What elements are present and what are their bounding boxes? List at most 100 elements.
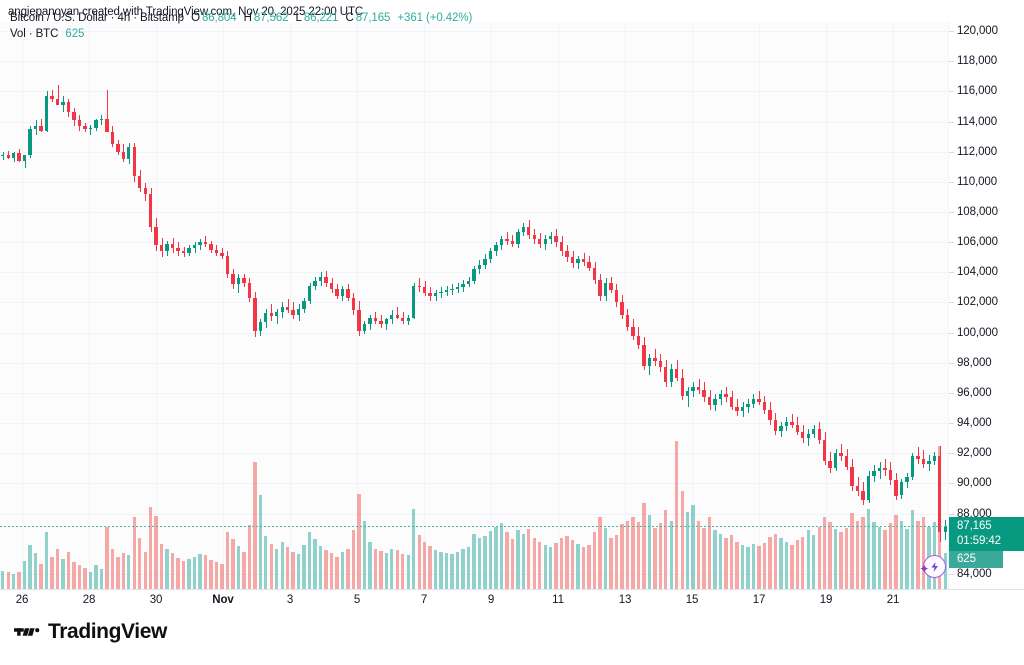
volume-bar — [214, 562, 219, 589]
grid-line-vertical — [424, 22, 425, 589]
candle-body — [450, 288, 454, 291]
volume-bar — [861, 517, 865, 589]
volume-bar — [236, 546, 241, 589]
candle-body — [444, 290, 449, 292]
candle-body — [795, 424, 799, 433]
candle-wick — [918, 447, 919, 464]
volume-bar — [707, 517, 712, 589]
candle-wick — [288, 299, 289, 314]
candle-body — [625, 314, 630, 327]
price-axis-tick-dash — [949, 453, 954, 454]
volume-bar — [570, 540, 575, 589]
volume-bar — [296, 554, 301, 589]
grid-line-vertical — [156, 22, 157, 589]
volume-bar — [702, 527, 706, 589]
volume-bar — [899, 520, 904, 589]
price-axis-tick-dash — [949, 393, 954, 394]
candle-body — [921, 459, 926, 464]
volume-bar — [647, 515, 652, 589]
volume-bar — [313, 539, 317, 589]
volume-bar — [691, 504, 695, 589]
grid-line-vertical — [893, 22, 894, 589]
candle-body — [264, 313, 268, 323]
volume-bar — [718, 533, 723, 589]
volume-bar — [625, 520, 630, 589]
volume-bar — [592, 532, 597, 589]
volume-bar — [88, 571, 93, 589]
volume-bar — [154, 516, 158, 589]
candle-body — [61, 101, 65, 105]
volume-bar — [143, 552, 147, 589]
grid-line-horizontal — [0, 31, 948, 32]
candle-body — [368, 317, 372, 324]
volume-bar — [636, 521, 641, 589]
volume-bar — [220, 563, 224, 589]
candle-body — [877, 468, 882, 472]
volume-bar — [696, 520, 701, 589]
time-axis-tick: 9 — [487, 594, 495, 606]
candle-body — [258, 322, 262, 332]
candle-body — [55, 98, 60, 105]
price-axis-tick-dash — [949, 272, 954, 273]
candle-wick — [205, 236, 206, 247]
volume-bar — [455, 552, 460, 589]
volume-bar — [516, 530, 520, 589]
volume-bar — [285, 547, 290, 589]
candle-wick — [52, 89, 53, 102]
candle-wick — [726, 386, 727, 402]
volume-bar — [713, 530, 717, 589]
candle-body — [192, 245, 197, 249]
candle-body — [22, 155, 27, 161]
candle-wick — [41, 118, 42, 133]
candle-body — [647, 358, 652, 366]
volume-bar — [417, 534, 421, 589]
volume-bar — [66, 552, 71, 589]
candle-body — [757, 398, 761, 402]
volume-bar — [406, 555, 410, 589]
price-axis-tick: 110,000 — [957, 175, 998, 188]
grid-line-horizontal — [0, 514, 948, 515]
candle-body — [280, 307, 284, 312]
candle-body — [581, 258, 586, 262]
volume-bar — [746, 547, 750, 589]
current-volume-badge: 625 — [949, 551, 1003, 569]
volume-bar — [795, 540, 799, 589]
time-axis-tick: 30 — [149, 594, 163, 606]
price-axis[interactable]: 87,165 01:59:42 625 120,000 118,000 116,00… — [948, 22, 1024, 589]
candle-body — [466, 281, 471, 285]
grid-line-horizontal — [0, 182, 948, 183]
candle-body — [735, 406, 739, 412]
volume-bar — [99, 568, 104, 589]
ai-lightning-icon[interactable]: ✦ — [919, 555, 947, 578]
candle-body — [148, 193, 153, 228]
candle-wick — [759, 391, 760, 406]
price-axis-tick: 88,000 — [957, 507, 992, 520]
volume-bar — [264, 535, 268, 589]
time-axis-tick: 5 — [353, 594, 361, 606]
price-axis-tick-dash — [949, 31, 954, 32]
price-axis-tick-dash — [949, 242, 954, 243]
candle-body — [412, 285, 416, 318]
time-axis[interactable]: 26 28 30 Nov 3 5 7 9 11 13 15 17 19 21 — [0, 589, 1024, 611]
chart-plot-area[interactable]: ✦ — [0, 22, 948, 589]
candle-body — [905, 477, 909, 482]
time-axis-tick: 19 — [819, 594, 833, 606]
candle-body — [899, 481, 904, 496]
candle-body — [910, 456, 915, 478]
candle-body — [943, 526, 947, 532]
tradingview-wordmark: TradingView — [48, 620, 167, 643]
candle-body — [740, 406, 745, 412]
grid-line-vertical — [357, 22, 358, 589]
volume-bar — [669, 520, 673, 589]
volume-bar — [33, 553, 38, 589]
candle-body — [527, 227, 531, 235]
volume-bar — [439, 552, 443, 589]
tradingview-logo-icon — [14, 628, 40, 636]
candle-body — [373, 317, 378, 321]
volume-bar — [362, 520, 367, 589]
volume-bar — [609, 538, 613, 589]
candle-body — [1, 154, 5, 157]
volume-bar — [44, 532, 49, 589]
attribution-text: angiepanoyan created with TradingView.co… — [8, 6, 364, 18]
candle-body — [713, 398, 717, 406]
